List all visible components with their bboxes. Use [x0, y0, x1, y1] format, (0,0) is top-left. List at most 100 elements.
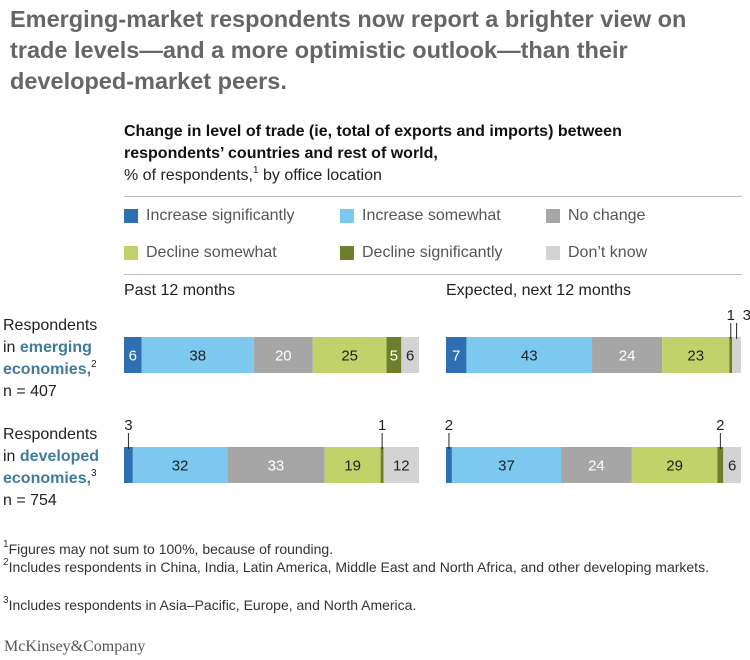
- bar-segment-no-change: [253, 337, 313, 373]
- chart-subtitle-unit: % of respondents,: [124, 167, 253, 184]
- row-label-emerging: Respondents in emerging economies,2 n = …: [3, 315, 97, 403]
- legend-item-decline-significantly: Decline significantly: [340, 243, 503, 263]
- bar-segment-increase-somewhat: [132, 447, 228, 483]
- bar-segment-decline-somewhat: [324, 447, 381, 483]
- row-label-highlight: developed: [19, 448, 100, 465]
- bar-segment-don-t-know: [383, 447, 419, 483]
- legend-item-don-t-know: Don’t know: [546, 243, 647, 263]
- data-label: 1: [378, 417, 386, 434]
- bar-segment-increase-somewhat: [141, 337, 254, 373]
- bar-segment-decline-somewhat: [631, 447, 718, 483]
- footnote-ref-3: 3: [91, 467, 97, 479]
- page-title: Emerging-market respondents now report a…: [10, 6, 687, 94]
- data-label: 43: [521, 348, 538, 365]
- legend-label: Decline somewhat: [146, 244, 277, 261]
- divider-top: [124, 196, 742, 197]
- data-label: 5: [390, 348, 398, 365]
- footnote-number: 2: [3, 557, 9, 569]
- data-label: 24: [619, 348, 636, 365]
- legend-swatch: [124, 246, 138, 260]
- data-label: 29: [666, 458, 683, 475]
- data-label: 19: [344, 458, 361, 475]
- row-sample-size: n = 754: [3, 492, 57, 509]
- data-label: 24: [588, 458, 605, 475]
- footnote-ref-2: 2: [91, 358, 97, 370]
- data-label: 32: [172, 458, 189, 475]
- chart-subtitle-tail: by office location: [258, 167, 382, 184]
- footnote-text: Includes respondents in China, India, La…: [8, 559, 709, 575]
- bar-segment-no-change: [561, 447, 632, 483]
- bar-segment-decline-significantly: [729, 337, 733, 373]
- row-label-highlight: economies,: [3, 470, 92, 487]
- row-label-line: Respondents: [3, 317, 98, 334]
- chart-subtitle-main: Change in level of trade (ie, total of e…: [124, 123, 622, 162]
- data-label: 37: [498, 458, 515, 475]
- data-label: 20: [275, 348, 292, 365]
- legend-swatch: [546, 246, 560, 260]
- bar-segment-no-change: [227, 447, 325, 483]
- row-label-highlight: emerging: [19, 339, 92, 356]
- bar-segment-increase-significantly: [124, 447, 133, 483]
- bar-segment-don-t-know: [723, 447, 741, 483]
- legend-label: Increase significantly: [146, 207, 295, 224]
- data-label: 6: [129, 348, 137, 365]
- legend-label: No change: [568, 207, 646, 224]
- footnote-number: 1: [3, 539, 9, 551]
- bar-segment-decline-significantly: [386, 337, 402, 373]
- panel-title-past: Past 12 months: [124, 282, 236, 299]
- legend-swatch: [340, 209, 354, 223]
- legend-swatch: [340, 246, 354, 260]
- bar-segment-decline-somewhat: [662, 337, 730, 373]
- data-label: 6: [728, 458, 736, 475]
- legend-item-increase-somewhat: Increase somewhat: [340, 206, 501, 226]
- legend-label: Don’t know: [568, 244, 648, 261]
- data-label: 25: [341, 348, 358, 365]
- legend-item-decline-somewhat: Decline somewhat: [124, 243, 277, 263]
- row-label-line: Respondents: [3, 426, 98, 443]
- data-label: 7: [452, 348, 460, 365]
- bar-segment-decline-significantly: [717, 447, 724, 483]
- data-label: 33: [268, 458, 285, 475]
- legend-item-increase-significantly: Increase significantly: [124, 206, 295, 226]
- footnote-1: 1Figures may not sum to 100%, because of…: [3, 540, 743, 558]
- panel-title-expected: Expected, next 12 months: [446, 282, 631, 299]
- legend-swatch: [546, 209, 560, 223]
- brand-logo: McKinsey&Company: [4, 638, 146, 655]
- data-label: 1: [727, 307, 735, 324]
- data-label: 23: [687, 348, 704, 365]
- footnote-text: Figures may not sum to 100%, because of …: [8, 541, 334, 557]
- row-sample-size: n = 407: [3, 383, 57, 400]
- legend-label: Increase somewhat: [362, 207, 501, 224]
- row-label-highlight: economies,: [3, 361, 92, 378]
- bar-segment-increase-somewhat: [466, 337, 593, 373]
- chart-subtitle: Change in level of trade (ie, total of e…: [124, 121, 724, 187]
- data-label: 38: [189, 348, 206, 365]
- footnote-3: 3Includes respondents in Asia–Pacific, E…: [3, 596, 743, 614]
- bar-segment-decline-significantly: [380, 447, 384, 483]
- data-label: 2: [716, 417, 724, 434]
- footnote-text: Includes respondents in Asia–Pacific, Eu…: [8, 597, 417, 613]
- bar-segment-increase-somewhat: [451, 447, 562, 483]
- legend-swatch: [124, 209, 138, 223]
- row-label-developed: Respondents in developed economies,3 n =…: [3, 424, 99, 512]
- bar-segment-increase-significantly: [124, 337, 142, 373]
- row-label-line: in: [3, 448, 20, 465]
- data-label: 6: [406, 348, 414, 365]
- bar-segment-decline-somewhat: [312, 337, 387, 373]
- bar-segment-no-change: [592, 337, 663, 373]
- data-label: 3: [124, 417, 132, 434]
- bar-segment-don-t-know: [401, 337, 419, 373]
- divider-legend: [124, 274, 742, 275]
- bar-segment-increase-significantly: [446, 447, 452, 483]
- data-label: 3: [743, 307, 750, 324]
- data-label: 2: [445, 417, 453, 434]
- bar-segment-don-t-know: [732, 337, 741, 373]
- data-label: 12: [393, 458, 410, 475]
- legend-label: Decline significantly: [362, 244, 503, 261]
- footnote-number: 3: [3, 595, 9, 607]
- row-label-line: in: [3, 339, 20, 356]
- bar-segment-increase-significantly: [446, 337, 467, 373]
- footnote-2: 2Includes respondents in China, India, L…: [3, 558, 743, 576]
- legend-item-no-change: No change: [546, 206, 645, 226]
